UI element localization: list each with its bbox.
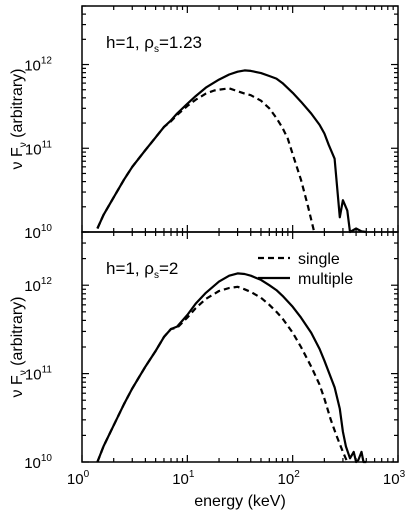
x-tick-label: 103 [383, 469, 406, 488]
x-tick-label: 100 [67, 469, 90, 488]
curves-bottom [96, 272, 367, 464]
series-line-single [96, 285, 349, 463]
x-tick-label: 101 [172, 469, 195, 488]
ticks-bottom: 1010 1011 1012 100 101 102 103 [24, 231, 406, 488]
legend-label-single: single [298, 251, 340, 268]
y-tick-label: 1011 [25, 139, 53, 158]
series-line-single [96, 87, 316, 233]
y-tick-label: 1012 [24, 276, 52, 295]
ylabel-top: ν Fν (arbitrary) [9, 69, 29, 170]
top-panel: 1010 1011 1012 h=1, ρs=1.23 ν Fν (arbitrar… [9, 5, 399, 242]
legend: single multiple [258, 251, 353, 288]
x-tick-label: 102 [278, 469, 301, 488]
annotation-top: h=1, ρs=1.23 [106, 33, 202, 55]
ticks-top: 1010 1011 1012 [24, 5, 399, 242]
bottom-panel: 1010 1011 1012 100 101 102 103 h=1, ρs=2 ν Fν … [9, 231, 406, 510]
series-line-multiple [96, 69, 367, 234]
legend-label-multiple: multiple [298, 271, 353, 288]
ylabel-bottom: ν Fν (arbitrary) [9, 297, 29, 398]
y-tick-label: 1011 [25, 365, 53, 384]
curves-top [96, 69, 367, 234]
series-line-multiple [96, 272, 367, 464]
xlabel: energy (keV) [194, 493, 286, 510]
y-tick-label: 1010 [24, 453, 52, 472]
y-tick-label: 1010 [24, 223, 52, 242]
y-tick-label: 1012 [24, 56, 52, 75]
annotation-bottom: h=1, ρs=2 [106, 259, 178, 281]
